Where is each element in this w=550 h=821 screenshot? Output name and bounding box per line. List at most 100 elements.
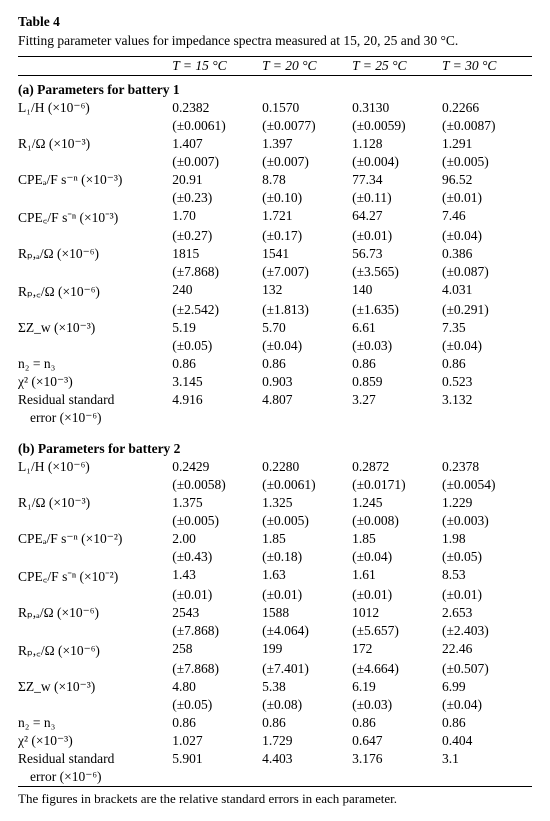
- param-error: (±0.01): [442, 586, 532, 604]
- param-error: (±0.005): [442, 153, 532, 171]
- param-value: 0.386: [442, 245, 532, 263]
- param-value: 4.807: [262, 391, 352, 409]
- param-value: 0.523: [442, 373, 532, 391]
- param-label-cont: error (×10⁻⁶): [18, 768, 172, 787]
- param-label: χ² (×10⁻³): [18, 732, 172, 750]
- param-value: 2.653: [442, 604, 532, 622]
- param-error: (±0.0059): [352, 117, 442, 135]
- param-value: 1.98: [442, 530, 532, 548]
- param-error: (±0.087): [442, 263, 532, 281]
- param-value: 1.229: [442, 494, 532, 512]
- param-error: (±0.007): [172, 153, 262, 171]
- param-value: 5.70: [262, 319, 352, 337]
- param-error: (±0.05): [172, 337, 262, 355]
- param-value: 77.34: [352, 171, 442, 189]
- param-label: n₂ = n₃: [18, 355, 172, 373]
- param-error: (±0.03): [352, 696, 442, 714]
- param-value: 3.145: [172, 373, 262, 391]
- param-value: 64.27: [352, 207, 442, 227]
- param-error: (±0.004): [352, 153, 442, 171]
- param-value: 1.325: [262, 494, 352, 512]
- param-value: 4.916: [172, 391, 262, 409]
- param-value: 6.99: [442, 678, 532, 696]
- param-error: (±0.291): [442, 301, 532, 319]
- param-error: (±0.27): [172, 227, 262, 245]
- param-label: R₁/Ω (×10⁻³): [18, 494, 172, 512]
- col-header-t25: T = 25 °C: [352, 56, 442, 75]
- param-value: 0.3130: [352, 99, 442, 117]
- param-value: 258: [172, 640, 262, 660]
- param-error: (±0.04): [262, 337, 352, 355]
- param-value: 1.85: [262, 530, 352, 548]
- param-value: 5.901: [172, 750, 262, 768]
- param-error: (±2.542): [172, 301, 262, 319]
- param-label-cont: error (×10⁻⁶): [18, 409, 172, 427]
- param-value: 5.19: [172, 319, 262, 337]
- param-error: (±0.0054): [442, 476, 532, 494]
- param-value: 0.2378: [442, 458, 532, 476]
- param-error: (±0.01): [352, 586, 442, 604]
- param-value: 199: [262, 640, 352, 660]
- param-value: 0.2280: [262, 458, 352, 476]
- table-caption: Fitting parameter values for impedance s…: [18, 32, 532, 50]
- param-error: (±7.401): [262, 660, 352, 678]
- param-error: (±2.403): [442, 622, 532, 640]
- param-value: 1.721: [262, 207, 352, 227]
- param-value: 140: [352, 281, 442, 301]
- param-error: (±0.11): [352, 189, 442, 207]
- param-error: (±0.0061): [172, 117, 262, 135]
- param-value: 1.397: [262, 135, 352, 153]
- param-label: R₁/Ω (×10⁻³): [18, 135, 172, 153]
- param-value: 56.73: [352, 245, 442, 263]
- param-label: CPEₐ/F s⁻ⁿ (×10⁻³): [18, 171, 172, 189]
- param-error: (±0.0171): [352, 476, 442, 494]
- param-error: (±0.003): [442, 512, 532, 530]
- param-label: n₂ = n₃: [18, 714, 172, 732]
- param-value: 1.63: [262, 566, 352, 586]
- param-error: (±0.007): [262, 153, 352, 171]
- param-value: 7.46: [442, 207, 532, 227]
- param-value: 3.176: [352, 750, 442, 768]
- param-error: (±5.657): [352, 622, 442, 640]
- param-value: 22.46: [442, 640, 532, 660]
- param-value: 1.85: [352, 530, 442, 548]
- param-value: 3.27: [352, 391, 442, 409]
- param-error: (±0.01): [442, 189, 532, 207]
- section-title: (a) Parameters for battery 1: [18, 75, 532, 99]
- param-value: 240: [172, 281, 262, 301]
- param-label: CPE꜀/F s⁻ⁿ (×10⁻²): [18, 566, 172, 586]
- param-value: 1012: [352, 604, 442, 622]
- param-error: (±0.01): [262, 586, 352, 604]
- param-value: 0.2382: [172, 99, 262, 117]
- param-error: (±3.565): [352, 263, 442, 281]
- param-value: 3.1: [442, 750, 532, 768]
- param-error: (±0.507): [442, 660, 532, 678]
- param-error: (±0.05): [172, 696, 262, 714]
- param-value: 1.70: [172, 207, 262, 227]
- param-value: 6.61: [352, 319, 442, 337]
- param-value: 20.91: [172, 171, 262, 189]
- param-value: 0.647: [352, 732, 442, 750]
- table-label: Table 4: [18, 14, 532, 30]
- param-value: 1.128: [352, 135, 442, 153]
- param-label: χ² (×10⁻³): [18, 373, 172, 391]
- param-value: 1.245: [352, 494, 442, 512]
- param-error: (±0.04): [442, 337, 532, 355]
- col-header-param: [18, 56, 172, 75]
- param-error: (±1.813): [262, 301, 352, 319]
- param-value: 96.52: [442, 171, 532, 189]
- param-value: 8.53: [442, 566, 532, 586]
- param-value: 1815: [172, 245, 262, 263]
- param-label: CPE꜀/F s⁻ⁿ (×10⁻³): [18, 207, 172, 227]
- param-value: 0.404: [442, 732, 532, 750]
- param-error: (±0.18): [262, 548, 352, 566]
- param-value: 0.86: [442, 355, 532, 373]
- param-error: (±0.0061): [262, 476, 352, 494]
- param-value: 1541: [262, 245, 352, 263]
- param-error: (±0.005): [262, 512, 352, 530]
- param-value: 1.027: [172, 732, 262, 750]
- param-value: 7.35: [442, 319, 532, 337]
- param-error: (±0.0058): [172, 476, 262, 494]
- param-value: 2543: [172, 604, 262, 622]
- param-value: 0.86: [352, 714, 442, 732]
